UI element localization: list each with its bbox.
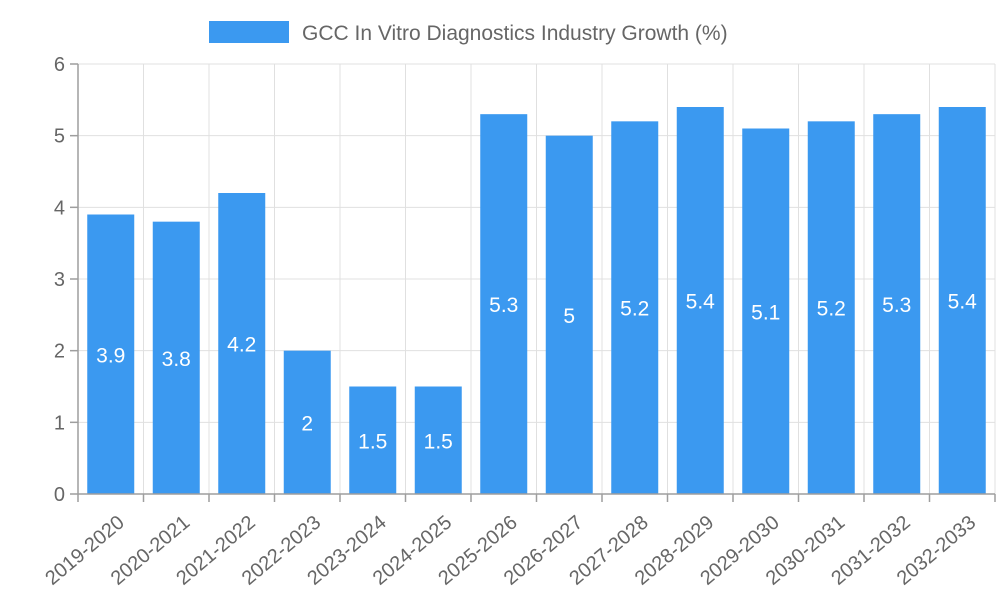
bar-data-label: 1.5	[424, 430, 453, 453]
bar-data-label: 5	[563, 305, 575, 328]
bar-data-label: 5.2	[620, 298, 649, 321]
y-tick-label: 6	[54, 54, 65, 76]
bar-data-label: 5.3	[489, 294, 518, 317]
bar	[283, 350, 331, 494]
y-axis-ticks: 0 1 2 3 4 5 6	[54, 54, 78, 506]
grid	[77, 63, 996, 495]
x-axis-ticks: 2019-20202020-20212021-20222022-20232023…	[41, 494, 996, 590]
y-tick-label: 0	[54, 484, 65, 506]
bar-data-label: 4.2	[227, 334, 256, 357]
bar-data-label: 1.5	[358, 430, 387, 453]
bars	[87, 107, 986, 495]
bar	[545, 135, 593, 494]
bar	[807, 121, 855, 494]
bar	[611, 121, 659, 494]
bar	[938, 107, 986, 494]
bar	[349, 386, 397, 494]
bar	[218, 193, 266, 494]
y-tick-label: 5	[54, 126, 65, 148]
legend-label: GCC In Vitro Diagnostics Industry Growth…	[302, 22, 728, 45]
y-tick-label: 1	[54, 412, 65, 434]
bar-labels: 3.9 3.8 4.2 2 1.5 1.5 5.3 5 5.2 5.4 5.1 5.2 5.3 5.4	[96, 291, 977, 454]
bar-data-label: 3.9	[96, 344, 125, 367]
bar-data-label: 5.4	[686, 291, 716, 314]
bar	[152, 221, 200, 494]
bar	[480, 114, 528, 495]
bar	[87, 214, 135, 494]
legend-swatch	[209, 21, 289, 43]
bar	[676, 107, 724, 494]
y-tick-label: 3	[54, 269, 65, 291]
bar-data-label: 5.3	[882, 294, 911, 317]
bar	[414, 386, 462, 494]
bar-data-label: 5.2	[817, 298, 846, 321]
bar-data-label: 2	[301, 412, 313, 435]
bar-data-label: 5.1	[751, 301, 780, 324]
y-tick-label: 4	[54, 197, 65, 219]
bar	[873, 114, 921, 495]
bar-data-label: 5.4	[948, 291, 978, 314]
bar	[742, 128, 790, 494]
legend[interactable]: GCC In Vitro Diagnostics Industry Growth…	[209, 21, 728, 45]
bar-data-label: 3.8	[162, 348, 191, 371]
y-tick-label: 2	[54, 341, 65, 363]
